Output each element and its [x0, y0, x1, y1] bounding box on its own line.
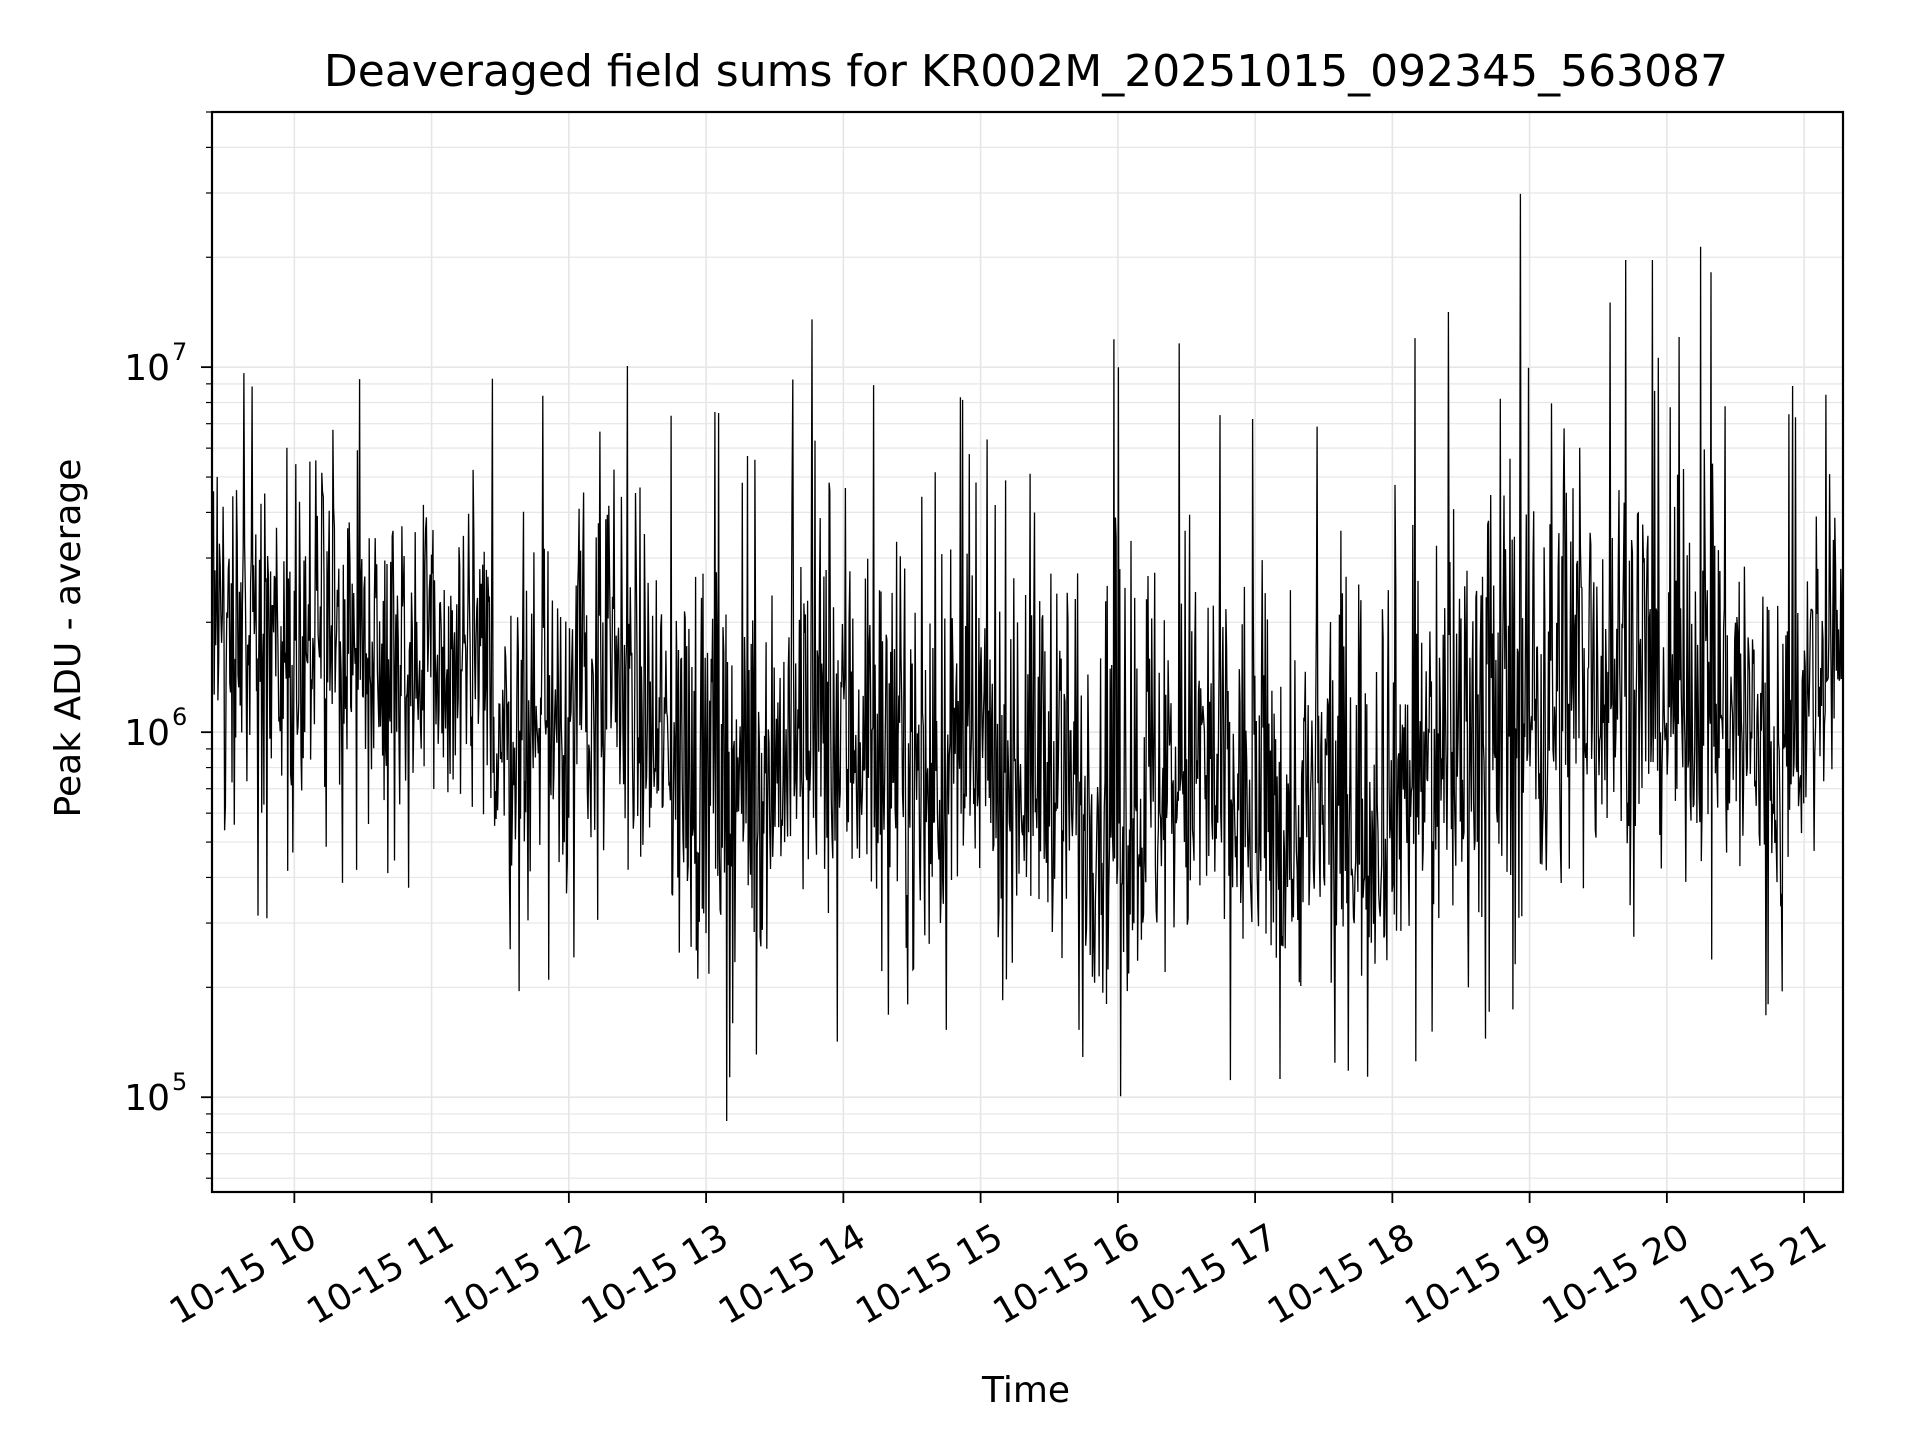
x-tick-label: 10-15 19	[1398, 1216, 1559, 1332]
y-tick-label-exponent: 7	[172, 338, 187, 366]
data-series	[211, 193, 1844, 1122]
x-tick-label: 10-15 17	[1124, 1216, 1285, 1332]
y-tick-label-base: 10	[124, 713, 170, 754]
x-tick-label: 10-15 15	[849, 1216, 1010, 1332]
x-tick-label: 10-15 20	[1535, 1216, 1696, 1332]
x-tick-label: 10-15 14	[712, 1216, 873, 1332]
y-tick-label-base: 10	[124, 1078, 170, 1119]
x-tick-label: 10-15 12	[437, 1216, 598, 1332]
y-axis-label: Peak ADU - average	[48, 459, 89, 818]
x-tick-label: 10-15 11	[300, 1216, 461, 1332]
plot-frame	[210, 110, 1845, 1194]
y-tick-label-exponent: 5	[172, 1068, 187, 1096]
y-tick-label-base: 10	[124, 348, 170, 389]
x-tick-label: 10-15 10	[163, 1216, 324, 1332]
x-axis-label: Time	[981, 1370, 1070, 1411]
series-line	[211, 193, 1844, 1122]
x-tick-label: 10-15 18	[1261, 1216, 1422, 1332]
chart-title: Deaveraged field sums for KR002M_2025101…	[324, 46, 1728, 97]
y-tick-label-exponent: 6	[172, 703, 187, 731]
x-tick-label: 10-15 16	[986, 1216, 1147, 1332]
x-tick-label: 10-15 13	[575, 1216, 736, 1332]
x-tick-label: 10-15 21	[1673, 1216, 1834, 1332]
